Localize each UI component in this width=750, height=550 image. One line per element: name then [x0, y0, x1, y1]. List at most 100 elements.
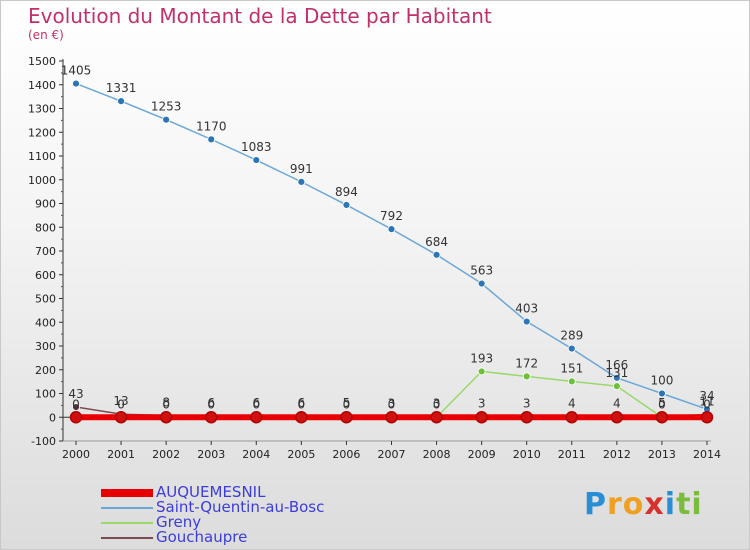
data-point: [297, 177, 306, 186]
x-tick-label: 2006: [332, 448, 360, 461]
data-label: 0: [658, 397, 666, 411]
data-label: 894: [335, 185, 358, 199]
x-tick-label: 2003: [197, 448, 225, 461]
y-tick-label: 1200: [28, 126, 56, 139]
data-label: 1405: [61, 64, 92, 78]
data-point: [69, 411, 83, 424]
data-label: 0: [162, 397, 170, 411]
data-point: [522, 317, 531, 326]
logo-letter: i: [691, 487, 703, 522]
data-label: 13: [113, 394, 128, 408]
data-point: [340, 411, 353, 424]
x-tick-label: 2002: [152, 448, 180, 461]
chart-title: Evolution du Montant de la Dette par Hab…: [28, 4, 492, 28]
data-point: [567, 344, 576, 353]
legend-label: Gouchaupre: [156, 528, 248, 546]
data-label: 6: [298, 396, 306, 410]
logo-letter: i: [664, 487, 677, 522]
data-label: 563: [470, 264, 493, 278]
data-label: 5: [343, 396, 351, 410]
y-tick-label: 300: [35, 340, 56, 353]
y-tick-label: 400: [35, 316, 56, 329]
y-tick-label: 100: [35, 388, 56, 401]
data-label: 0: [388, 397, 396, 411]
data-label: 193: [470, 351, 493, 365]
x-tick-label: 2013: [648, 448, 676, 461]
data-point: [432, 250, 441, 259]
legend-label: Greny: [156, 513, 202, 531]
data-point: [387, 225, 396, 234]
logo-letter: o: [622, 487, 645, 522]
data-label: 151: [560, 361, 583, 375]
data-label: 166: [605, 358, 628, 372]
y-tick-label: 700: [35, 245, 56, 258]
y-tick-label: -100: [31, 435, 56, 448]
y-tick-label: 600: [35, 269, 56, 282]
data-point: [114, 411, 128, 424]
y-tick-label: 500: [35, 293, 56, 306]
y-tick-label: 1300: [28, 103, 56, 116]
data-label: 8: [162, 395, 170, 409]
data-point: [700, 411, 714, 424]
y-tick-label: 1400: [28, 79, 56, 92]
data-label: 0: [207, 397, 215, 411]
legend-swatch: [101, 522, 153, 524]
data-label: 0: [433, 397, 441, 411]
x-tick-label: 2005: [287, 448, 315, 461]
x-tick-label: 2001: [107, 448, 135, 461]
data-point: [655, 411, 669, 424]
data-point: [475, 411, 488, 424]
data-label: 0: [298, 397, 306, 411]
data-label: 4: [613, 396, 621, 410]
data-label: 0: [343, 397, 351, 411]
data-point: [430, 411, 443, 424]
data-point: [72, 79, 80, 88]
chart-subtitle: (en €): [28, 28, 64, 42]
y-tick-label: 1000: [28, 174, 56, 187]
data-point: [250, 411, 263, 424]
y-tick-label: 900: [35, 198, 56, 211]
data-point: [204, 411, 218, 424]
data-label: 3: [478, 397, 486, 411]
data-point: [565, 411, 579, 424]
data-point: [117, 97, 125, 106]
data-label: 0: [252, 397, 260, 411]
data-point: [342, 201, 351, 209]
data-label: 4: [568, 396, 576, 410]
data-label: 5: [658, 396, 666, 410]
data-point: [207, 135, 216, 144]
data-label: 6: [252, 396, 260, 410]
data-label: 3: [388, 397, 396, 411]
data-label: 11: [699, 395, 714, 409]
data-label: 1253: [151, 100, 182, 114]
data-point: [522, 372, 531, 381]
logo-letter: t: [676, 487, 692, 522]
data-point: [612, 382, 621, 391]
data-label: 172: [515, 356, 538, 370]
x-tick-label: 2010: [513, 448, 541, 461]
data-label: 3: [523, 397, 531, 411]
legend-label: Saint-Quentin-au-Bosc: [156, 498, 325, 516]
data-point: [567, 377, 576, 386]
data-label: 6: [207, 396, 215, 410]
data-point: [477, 279, 486, 288]
data-point: [520, 411, 533, 424]
x-tick-label: 2000: [62, 448, 90, 461]
legend-swatch: [101, 537, 153, 539]
data-label: 289: [560, 329, 583, 343]
data-point: [658, 389, 666, 398]
x-tick-label: 2009: [468, 448, 496, 461]
logo-letter: r: [607, 487, 623, 522]
legend-swatch: [101, 489, 153, 497]
data-label: 684: [425, 235, 448, 249]
y-tick-label: 200: [35, 364, 56, 377]
data-label: 100: [650, 374, 673, 388]
data-point: [385, 411, 398, 424]
y-tick-label: 800: [35, 221, 56, 234]
logo-letter: x: [644, 487, 665, 522]
logo-letter: P: [584, 487, 607, 522]
data-point: [477, 367, 486, 376]
data-point: [252, 156, 261, 164]
